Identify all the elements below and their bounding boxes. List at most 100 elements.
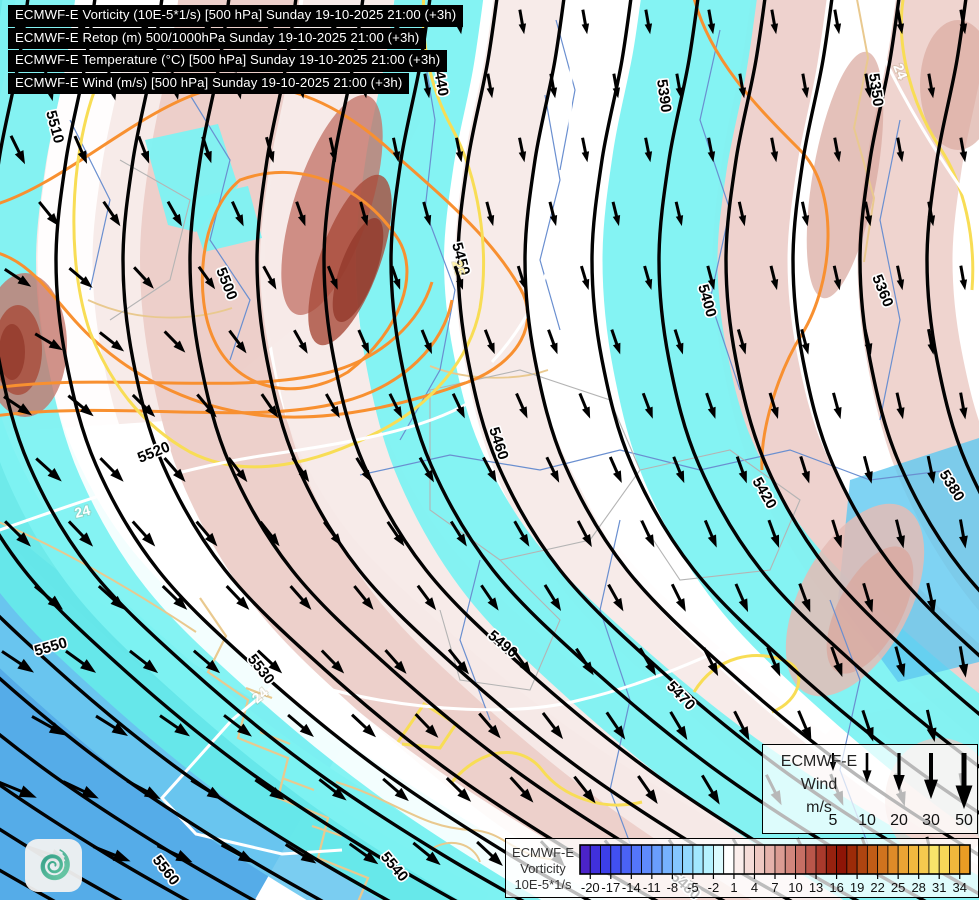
wind-arrow — [384, 649, 407, 674]
wind-arrow — [605, 711, 626, 740]
wind-arrow — [861, 709, 874, 742]
vorticity-core — [332, 217, 384, 323]
wind-arrow — [97, 585, 126, 610]
wind-arrow — [518, 9, 527, 35]
wind-arrow — [95, 714, 128, 736]
height-contour-line — [322, 0, 860, 900]
wind-legend-model: ECMWF-E — [780, 753, 858, 770]
wind-arrow — [832, 392, 842, 420]
colorbar-cell — [702, 844, 714, 875]
colorbar-tick-label: 1 — [730, 880, 737, 895]
colorbar-cell — [743, 844, 755, 875]
wind-arrow — [382, 777, 409, 802]
wind-arrow — [894, 646, 906, 678]
colorbar-tick-label: -11 — [643, 880, 661, 895]
colorbar-cell — [682, 844, 694, 875]
wind-arrow — [412, 841, 441, 866]
wind-arrow — [166, 200, 182, 227]
wind-legend-param: Wind — [800, 776, 838, 793]
wind-arrow — [766, 646, 781, 677]
wind-arrow — [156, 844, 193, 863]
wind-speed-label: 30 — [922, 812, 940, 829]
wind-arrow — [547, 329, 558, 355]
colorbar-tick-label: -8 — [667, 880, 679, 895]
wind-arrow — [131, 393, 156, 417]
wind-arrow — [416, 584, 437, 611]
wind-arrow — [640, 520, 655, 548]
wind-arrow — [959, 9, 968, 35]
wind-speed-label: 20 — [890, 812, 908, 829]
wind-arrow — [669, 711, 688, 741]
wind-arrow — [35, 457, 62, 482]
wind-arrow — [926, 582, 937, 613]
wind-arrow — [737, 201, 747, 227]
wind-arrow — [927, 73, 936, 99]
wind-arrow — [576, 520, 592, 548]
wind-arrow — [102, 200, 121, 227]
wind-arrow — [734, 583, 749, 613]
wind-arrow — [62, 780, 99, 799]
wind-arrow — [295, 201, 306, 227]
wind-arrow — [3, 395, 33, 416]
colorbar-tick-label: 16 — [829, 880, 843, 895]
wind-arrow — [192, 649, 221, 674]
height-contour-line — [0, 614, 391, 900]
vorticity-core — [826, 546, 914, 674]
wind-arrow — [545, 456, 560, 483]
wind-arrow — [578, 392, 591, 419]
wind-arrow — [260, 393, 279, 418]
spiral-stroke — [43, 856, 66, 877]
colorbar-tick-label: 25 — [891, 880, 905, 895]
colorbar-cell — [651, 844, 663, 875]
colorbar-cell — [866, 844, 879, 875]
colorbar-cell — [795, 844, 807, 875]
wind-arrow — [386, 520, 405, 547]
wind-arrow — [293, 329, 308, 354]
vorticity-band — [0, 522, 342, 900]
wind-arrow — [548, 201, 558, 227]
wind-arrow — [196, 393, 217, 418]
title-line-retop: ECMWF-E Retop (m) 500/1000hPa Sunday 19-… — [8, 27, 427, 49]
wind-arrow — [137, 135, 150, 164]
wind-arrow — [644, 137, 653, 163]
wind-arrow — [284, 843, 317, 864]
wind-arrow — [513, 520, 530, 547]
wind-arrow — [453, 265, 464, 290]
wind-arrow — [675, 73, 684, 99]
colorbar-cell — [713, 844, 725, 875]
colorbar-cell — [815, 844, 827, 875]
colorbar-cell — [764, 844, 776, 875]
colorbar-cell — [959, 844, 971, 875]
wind-arrow — [736, 329, 747, 355]
wind-speed-label: 50 — [955, 812, 973, 829]
colorbar-cell — [589, 844, 601, 875]
wind-arrow — [579, 265, 590, 290]
height-contour-line — [0, 0, 525, 900]
wind-arrow — [92, 845, 131, 862]
colorbar-cell — [579, 844, 591, 875]
height-contour-line — [657, 0, 979, 769]
wind-arrow — [673, 329, 684, 355]
wind-arrow — [163, 457, 186, 482]
wind-arrow — [926, 455, 936, 484]
wind-arrow — [324, 393, 340, 419]
wind-arrow — [31, 715, 66, 736]
coastline — [0, 521, 197, 633]
wind-arrow — [830, 646, 843, 677]
wind-arrow — [643, 265, 653, 291]
colorbar-cell — [620, 844, 632, 875]
wind-arrow — [195, 520, 218, 547]
colorbar-cell — [949, 844, 961, 875]
wind-arrow — [770, 9, 779, 35]
wind-arrow — [801, 73, 810, 99]
wind-arrow — [451, 393, 465, 419]
wind-arrow — [328, 137, 338, 163]
wind-arrow — [702, 647, 719, 677]
wind-arrow — [833, 137, 842, 163]
colorbar-cell — [836, 844, 848, 875]
wind-arrow — [800, 201, 810, 227]
title-line-temperature: ECMWF-E Temperature (°C) [500 hPa] Sunda… — [8, 50, 448, 72]
wind-arrow — [770, 137, 779, 163]
spiral-icon — [40, 849, 70, 881]
colorbar-cell — [928, 844, 940, 875]
